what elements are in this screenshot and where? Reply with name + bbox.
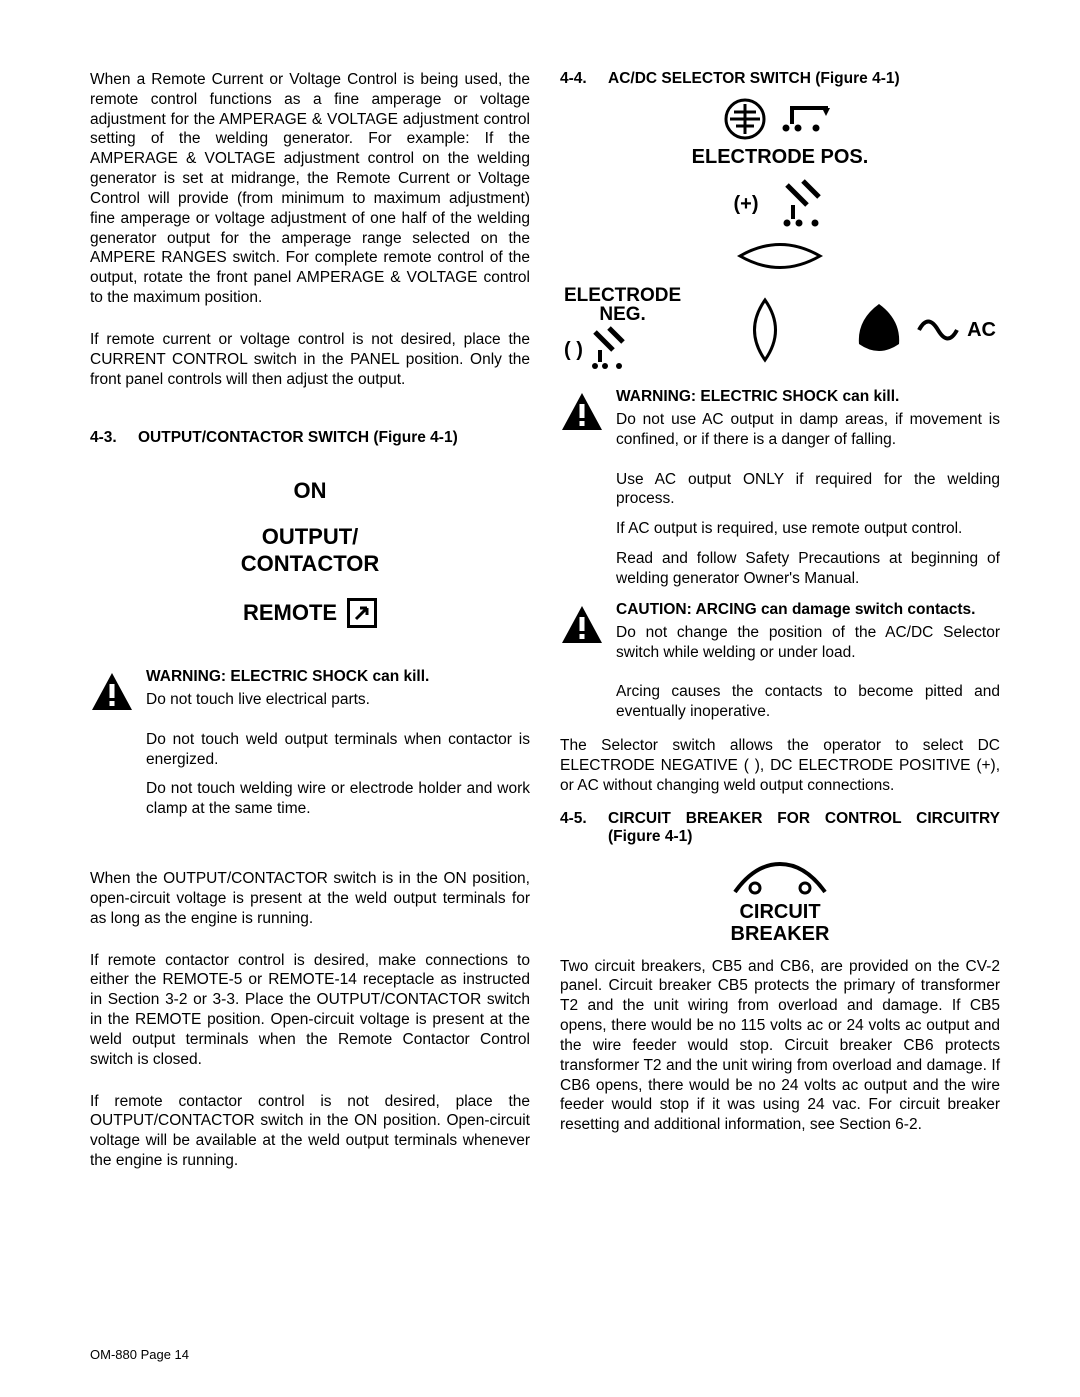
warning-triangle-icon [90,670,134,714]
selector-dial-icon [735,239,825,273]
right-column: 4-4. AC/DC SELECTOR SWITCH (Figure 4-1) … [560,70,1000,1171]
section-4-5-heading: 4-5. CIRCUIT BREAKER FOR CONTROL CIRCUIT… [560,810,1000,846]
warning-triangle-icon [560,603,604,647]
circuit-breaker-graphic: CIRCUIT BREAKER [560,860,1000,945]
circuit-label: CIRCUIT [560,901,1000,923]
section-4-3-heading: 4-3. OUTPUT/CONTACTOR SWITCH (Figure 4-1… [90,429,530,447]
warning-shock-1: WARNING: ELECTRIC SHOCK can kill. Do not… [90,668,530,720]
caution-arcing: CAUTION: ARCING can damage switch contac… [560,601,1000,673]
para-selector: The Selector switch allows the operator … [560,736,1000,795]
section-number: 4-4. [560,70,608,88]
caution-item: Arcing causes the contacts to become pit… [616,682,1000,722]
para-circuit-breaker: Two circuit breakers, CB5 and CB6, are p… [560,957,1000,1135]
electrode-pos-label: ELECTRODE POS. [560,146,1000,169]
warning-item: If AC output is required, use remote out… [616,519,1000,539]
caution-title: CAUTION: ARCING can damage switch contac… [616,601,1000,619]
para-oc-on: When the OUTPUT/CONTACTOR switch is in t… [90,869,530,928]
warning-item: Use AC output ONLY if required for the w… [616,470,1000,510]
warning-item: Do not touch weld output terminals when … [146,730,530,770]
warning-item: Do not use AC output in damp areas, if m… [616,410,1000,450]
selector-knob-icon [849,300,909,360]
section-title: OUTPUT/CONTACTOR SWITCH (Figure 4-1) [138,429,530,447]
neg-paren-label: ( ) [564,339,583,362]
warning-title: WARNING: ELECTRIC SHOCK can kill. [146,668,530,686]
section-title: AC/DC SELECTOR SWITCH (Figure 4-1) [608,70,1000,88]
para-oc-remote: If remote contactor control is desired, … [90,951,530,1070]
switch-remote-label: REMOTE [243,599,337,627]
electrode-holder-icon [779,177,827,231]
circuit-breaker-icon [725,860,835,896]
para-oc-notremote: If remote contactor control is not desir… [90,1092,530,1171]
ac-sine-icon [917,317,959,343]
warning-shock-2: WARNING: ELECTRIC SHOCK can kill. Do not… [560,388,1000,460]
intro-para-2: If remote current or voltage control is … [90,330,530,389]
warning-item: Do not touch welding wire or electrode h… [146,779,530,819]
output-contactor-switch-graphic: ON OUTPUT/ CONTACTOR REMOTE [90,477,530,628]
intro-para-1: When a Remote Current or Voltage Control… [90,70,530,308]
warning-triangle-icon [560,390,604,434]
breaker-label: BREAKER [560,923,1000,945]
acdc-selector-graphic: ELECTRODE POS. (+) ELECTRODE NEG. ( ) [560,98,1000,374]
section-title: CIRCUIT BREAKER FOR CONTROL CIRCUITRY (F… [608,810,1000,846]
left-column: When a Remote Current or Voltage Control… [90,70,530,1171]
electrode-holder-neg-icon [589,326,631,374]
plus-label: (+) [734,193,759,216]
switch-output-label-2: CONTACTOR [90,550,530,578]
section-number: 4-3. [90,429,138,447]
warning-title: WARNING: ELECTRIC SHOCK can kill. [616,388,1000,406]
ac-label: AC [967,319,996,342]
warning-item: Read and follow Safety Precautions at be… [616,549,1000,589]
selector-side-icon [742,295,788,365]
section-number: 4-5. [560,810,608,846]
section-4-4-heading: 4-4. AC/DC SELECTOR SWITCH (Figure 4-1) [560,70,1000,88]
caution-item: Do not change the position of the AC/DC … [616,623,1000,663]
polarity-ground-icon [724,98,766,140]
dc-current-icon [780,104,836,134]
switch-output-label-1: OUTPUT/ [90,523,530,551]
electrode-neg-label-2: NEG. [564,305,681,324]
electrode-neg-label-1: ELECTRODE [564,286,681,305]
switch-on-label: ON [90,477,530,505]
warning-item: Do not touch live electrical parts. [146,690,530,710]
remote-arrow-icon [347,598,377,628]
page-footer: OM-880 Page 14 [90,1347,189,1362]
